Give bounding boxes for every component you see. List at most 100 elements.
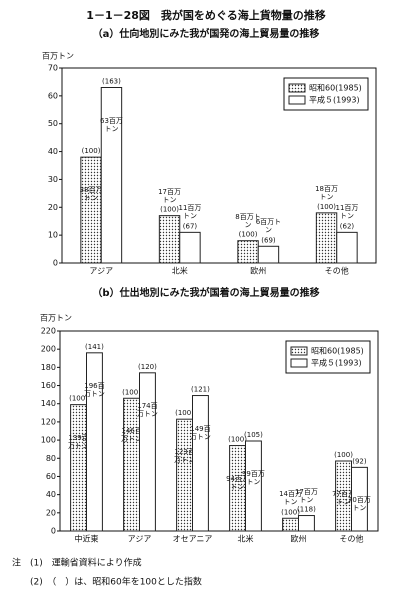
value-label: 146百万トン	[121, 427, 143, 444]
main-title: 1－1－28図 我が国をめぐる海上貨物量の推移	[86, 8, 325, 22]
y-tick-label: 40	[48, 147, 58, 156]
value-label: 149百万トン	[189, 424, 211, 441]
value-label-box: 174百万トン	[136, 401, 158, 418]
value-label: 94百万トン	[226, 474, 249, 491]
value-label: 174百万トン	[136, 401, 158, 418]
y-tick-label: 40	[46, 490, 56, 499]
bar	[70, 404, 87, 532]
y-tick-label: 160	[41, 381, 56, 390]
bar	[257, 245, 280, 264]
y-tick-label: 20	[46, 508, 56, 517]
index-label: (118)	[297, 506, 316, 514]
value-label: 77百万トン	[332, 490, 355, 506]
legend-box	[283, 77, 369, 111]
value-label: 11百万トン	[335, 204, 359, 221]
note: 注 (1) 運輸省資料により作成	[12, 557, 142, 569]
y-tick-label: 30	[48, 175, 58, 184]
bar	[86, 352, 103, 532]
value-label-box: 63百万トン	[99, 116, 123, 133]
plot-frame	[59, 330, 379, 532]
y-tick-label: 50	[48, 119, 58, 128]
value-label-box: 18百万トン	[315, 185, 338, 201]
bar	[336, 231, 358, 264]
y-tick-label: 140	[41, 399, 56, 408]
legend-label: 平成５(1993)	[311, 358, 362, 368]
y-tick-label: 60	[48, 91, 58, 100]
x-tick-label: アジア	[128, 535, 152, 544]
x-tick-label: その他	[340, 534, 364, 544]
index-label: (100)	[228, 436, 247, 444]
index-label: (121)	[191, 386, 210, 394]
index-label: (100)	[69, 395, 88, 403]
x-tick-label: 中近東	[75, 534, 99, 544]
index-label: (100)	[239, 231, 258, 239]
value-label-box: 77百万トン	[332, 490, 355, 506]
index-label: (69)	[261, 236, 276, 244]
value-label: 196百万トン	[83, 381, 105, 398]
bar	[100, 87, 123, 264]
y-tick-label: 200	[41, 345, 56, 354]
index-label: (67)	[183, 222, 198, 230]
legend-swatch	[290, 346, 308, 356]
value-label-box: 11百万トン	[178, 204, 201, 220]
bar	[179, 231, 201, 264]
value-label: 70百万トン	[347, 496, 371, 513]
value-label-box: 14百万トン	[279, 490, 302, 506]
index-label: (100)	[317, 203, 336, 211]
y-tick-label: 0	[53, 259, 58, 268]
index-label: (62)	[340, 222, 355, 230]
x-tick-label: アジア	[89, 267, 113, 276]
legend-swatch	[288, 83, 306, 93]
y-tick-label: 100	[41, 436, 56, 445]
value-label: 8百万トン	[235, 212, 261, 229]
legend-swatch	[288, 95, 306, 105]
x-tick-label: オセアニア	[173, 535, 213, 544]
value-label-box: 149百万トン	[189, 424, 211, 441]
bar	[192, 395, 209, 532]
y-tick-label: 80	[46, 454, 56, 463]
legend-swatch	[290, 358, 308, 368]
value-label: 38百万トン	[79, 186, 103, 203]
legend-box	[285, 340, 371, 374]
y-tick-label: 0	[51, 527, 56, 536]
value-label-box: 6百万トン	[255, 218, 282, 235]
x-tick-label: その他	[325, 266, 349, 276]
note: (2) （ ）は、昭和60年を100とした指数	[30, 576, 202, 588]
bar	[139, 372, 156, 532]
bar	[282, 517, 300, 532]
y-tick-label: 70	[48, 64, 58, 73]
index-label: (100)	[175, 409, 194, 417]
legend-label: 平成５(1993)	[309, 95, 360, 105]
index-label: (92)	[352, 457, 367, 465]
y-tick-label: 20	[48, 203, 58, 212]
value-label: 139百万トン	[68, 433, 90, 450]
value-label: 99百万トン	[241, 470, 265, 486]
value-label-box: 123百万トン	[174, 448, 195, 464]
index-label: (100)	[122, 388, 141, 396]
index-label: (100)	[160, 206, 179, 214]
bar	[237, 240, 259, 264]
plot-frame	[61, 67, 377, 264]
value-label-box: 99百万トン	[241, 470, 265, 486]
legend-label: 昭和60(1985)	[309, 84, 362, 93]
y-tick-label: 10	[48, 231, 58, 240]
bar	[80, 156, 102, 264]
index-label: (120)	[138, 363, 157, 371]
y-axis-label: 百万トン	[40, 314, 72, 323]
chart-title: （b）仕出地別にみた我が国着の海上貿易量の推移	[92, 286, 319, 299]
value-label-box: 70百万トン	[347, 496, 371, 513]
x-tick-label: 欧州	[250, 266, 266, 276]
bar	[245, 440, 262, 532]
value-label: 17百万トン	[158, 187, 181, 204]
index-label: (163)	[102, 78, 121, 86]
value-label-box: 38百万トン	[79, 186, 103, 203]
value-label: 6百万トン	[255, 218, 282, 235]
value-label: 63百万トン	[99, 116, 123, 133]
value-label-box: 17百万トン	[158, 187, 181, 204]
bar	[158, 215, 181, 264]
bar	[351, 466, 368, 532]
bar	[298, 515, 315, 532]
value-label-box: 196百万トン	[83, 381, 105, 398]
